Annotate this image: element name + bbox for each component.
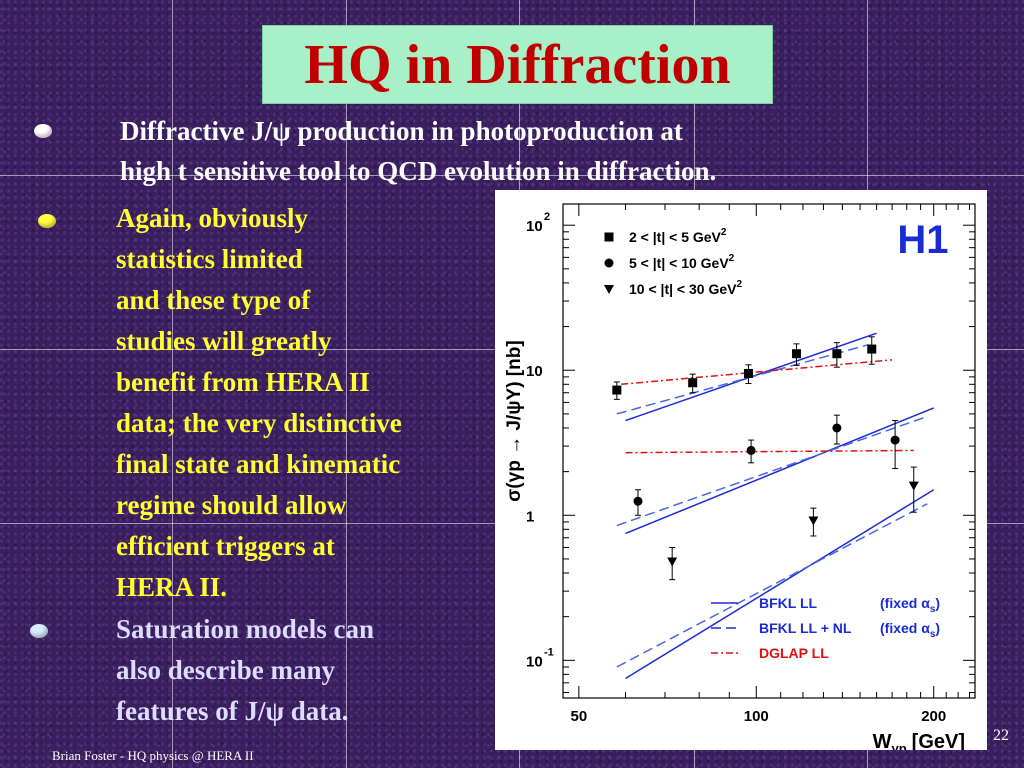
footer-credit: Brian Foster - HQ physics @ HERA II (52, 748, 254, 763)
data-point (743, 368, 753, 378)
bullet-text-3: Saturation models can also describe many… (116, 609, 486, 732)
legend-fixed-alpha: (fixed αs) (880, 595, 940, 615)
theory-curve (616, 343, 869, 415)
y-tick-label: 10 (526, 653, 543, 670)
bullet-2-line: and these type of (116, 285, 311, 315)
legend-marker (604, 258, 614, 268)
bullet-2-line: efficient triggers at (116, 531, 335, 561)
x-axis-label: Wγp [GeV] (873, 731, 965, 750)
bullet-3-line: also describe many (116, 655, 335, 685)
bullet-2-line: HERA II. (116, 572, 228, 602)
bullet-3-line: features of J/ψ data. (116, 696, 349, 726)
data-point (908, 481, 919, 491)
legend-theory-label: DGLAP LL (759, 645, 829, 661)
bullet-text-1: Diffractive J/ψ production in photoprodu… (120, 111, 900, 191)
data-point (688, 378, 698, 388)
bullet-icon (38, 214, 56, 228)
slide-title-box: HQ in Diffraction (262, 25, 773, 104)
data-point (808, 516, 819, 526)
x-tick-label: 50 (570, 708, 587, 725)
bg-gridline (0, 175, 1024, 176)
data-point (633, 496, 643, 506)
y-tick-label: 10 (526, 363, 543, 380)
theory-curve (621, 359, 893, 386)
y-tick-label-exponent: 2 (544, 211, 550, 223)
data-point (746, 445, 756, 455)
bullet-1-line: high t sensitive tool to QCD evolution i… (120, 156, 717, 186)
theory-curve (625, 407, 934, 535)
data-point (832, 423, 842, 433)
bg-gridline (172, 0, 173, 768)
data-point (832, 349, 842, 359)
x-tick-label: 100 (744, 708, 769, 725)
data-point (667, 557, 678, 567)
theory-curve (625, 489, 935, 680)
bullet-2-line: regime should allow (116, 490, 347, 520)
bullet-2-line: statistics limited (116, 244, 303, 274)
legend-marker (604, 232, 614, 242)
bullet-text-2: Again, obviously statistics limited and … (116, 198, 496, 608)
data-point (791, 349, 801, 359)
bullet-2-line: final state and kinematic (116, 449, 401, 479)
x-tick-label: 200 (921, 708, 946, 725)
legend-series-label: 5 < |t| < 10 GeV2 (629, 253, 735, 271)
legend-series-label: 10 < |t| < 30 GeV2 (629, 279, 742, 297)
data-point (867, 344, 877, 354)
theory-curve (616, 415, 928, 527)
legend-fixed-alpha: (fixed αs) (880, 620, 940, 640)
y-tick-label: 1 (526, 508, 534, 525)
plot-frame (562, 203, 976, 699)
y-tick-label-exponent: -1 (544, 646, 554, 658)
legend-theory-label: BFKL LL (759, 595, 818, 611)
legend-theory-label: BFKL LL + NL (759, 620, 852, 636)
bullet-2-line: data; the very distinctive (116, 408, 402, 438)
data-point (612, 385, 622, 395)
theory-curve (616, 503, 928, 668)
h1-logo: H1 (897, 218, 948, 262)
bullet-3-line: Saturation models can (116, 614, 375, 644)
bullet-2-line: studies will greatly (116, 326, 332, 356)
data-point (890, 435, 900, 445)
y-tick-label: 10 (526, 218, 543, 235)
bullet-icon (30, 624, 48, 638)
slide-title: HQ in Diffraction (304, 33, 731, 96)
bg-gridline (346, 0, 347, 768)
cross-section-plot: 10 2 10 1 10 -1 50 100 200 σ(γp → J/ψY) [nb] Wγp [G… (495, 190, 987, 756)
bullet-1-line: Diffractive J/ψ production in photoprodu… (120, 116, 683, 146)
theory-curve (625, 449, 914, 454)
page-number: 22 (993, 727, 1009, 744)
bullet-2-line: Again, obviously (116, 203, 309, 233)
bullet-icon (34, 124, 52, 138)
legend-marker (604, 285, 614, 294)
bullet-2-line: benefit from HERA II (116, 367, 370, 397)
y-axis-label: σ(γp → J/ψY) [nb] (504, 340, 525, 501)
legend-series-label: 2 < |t| < 5 GeV2 (629, 227, 727, 245)
